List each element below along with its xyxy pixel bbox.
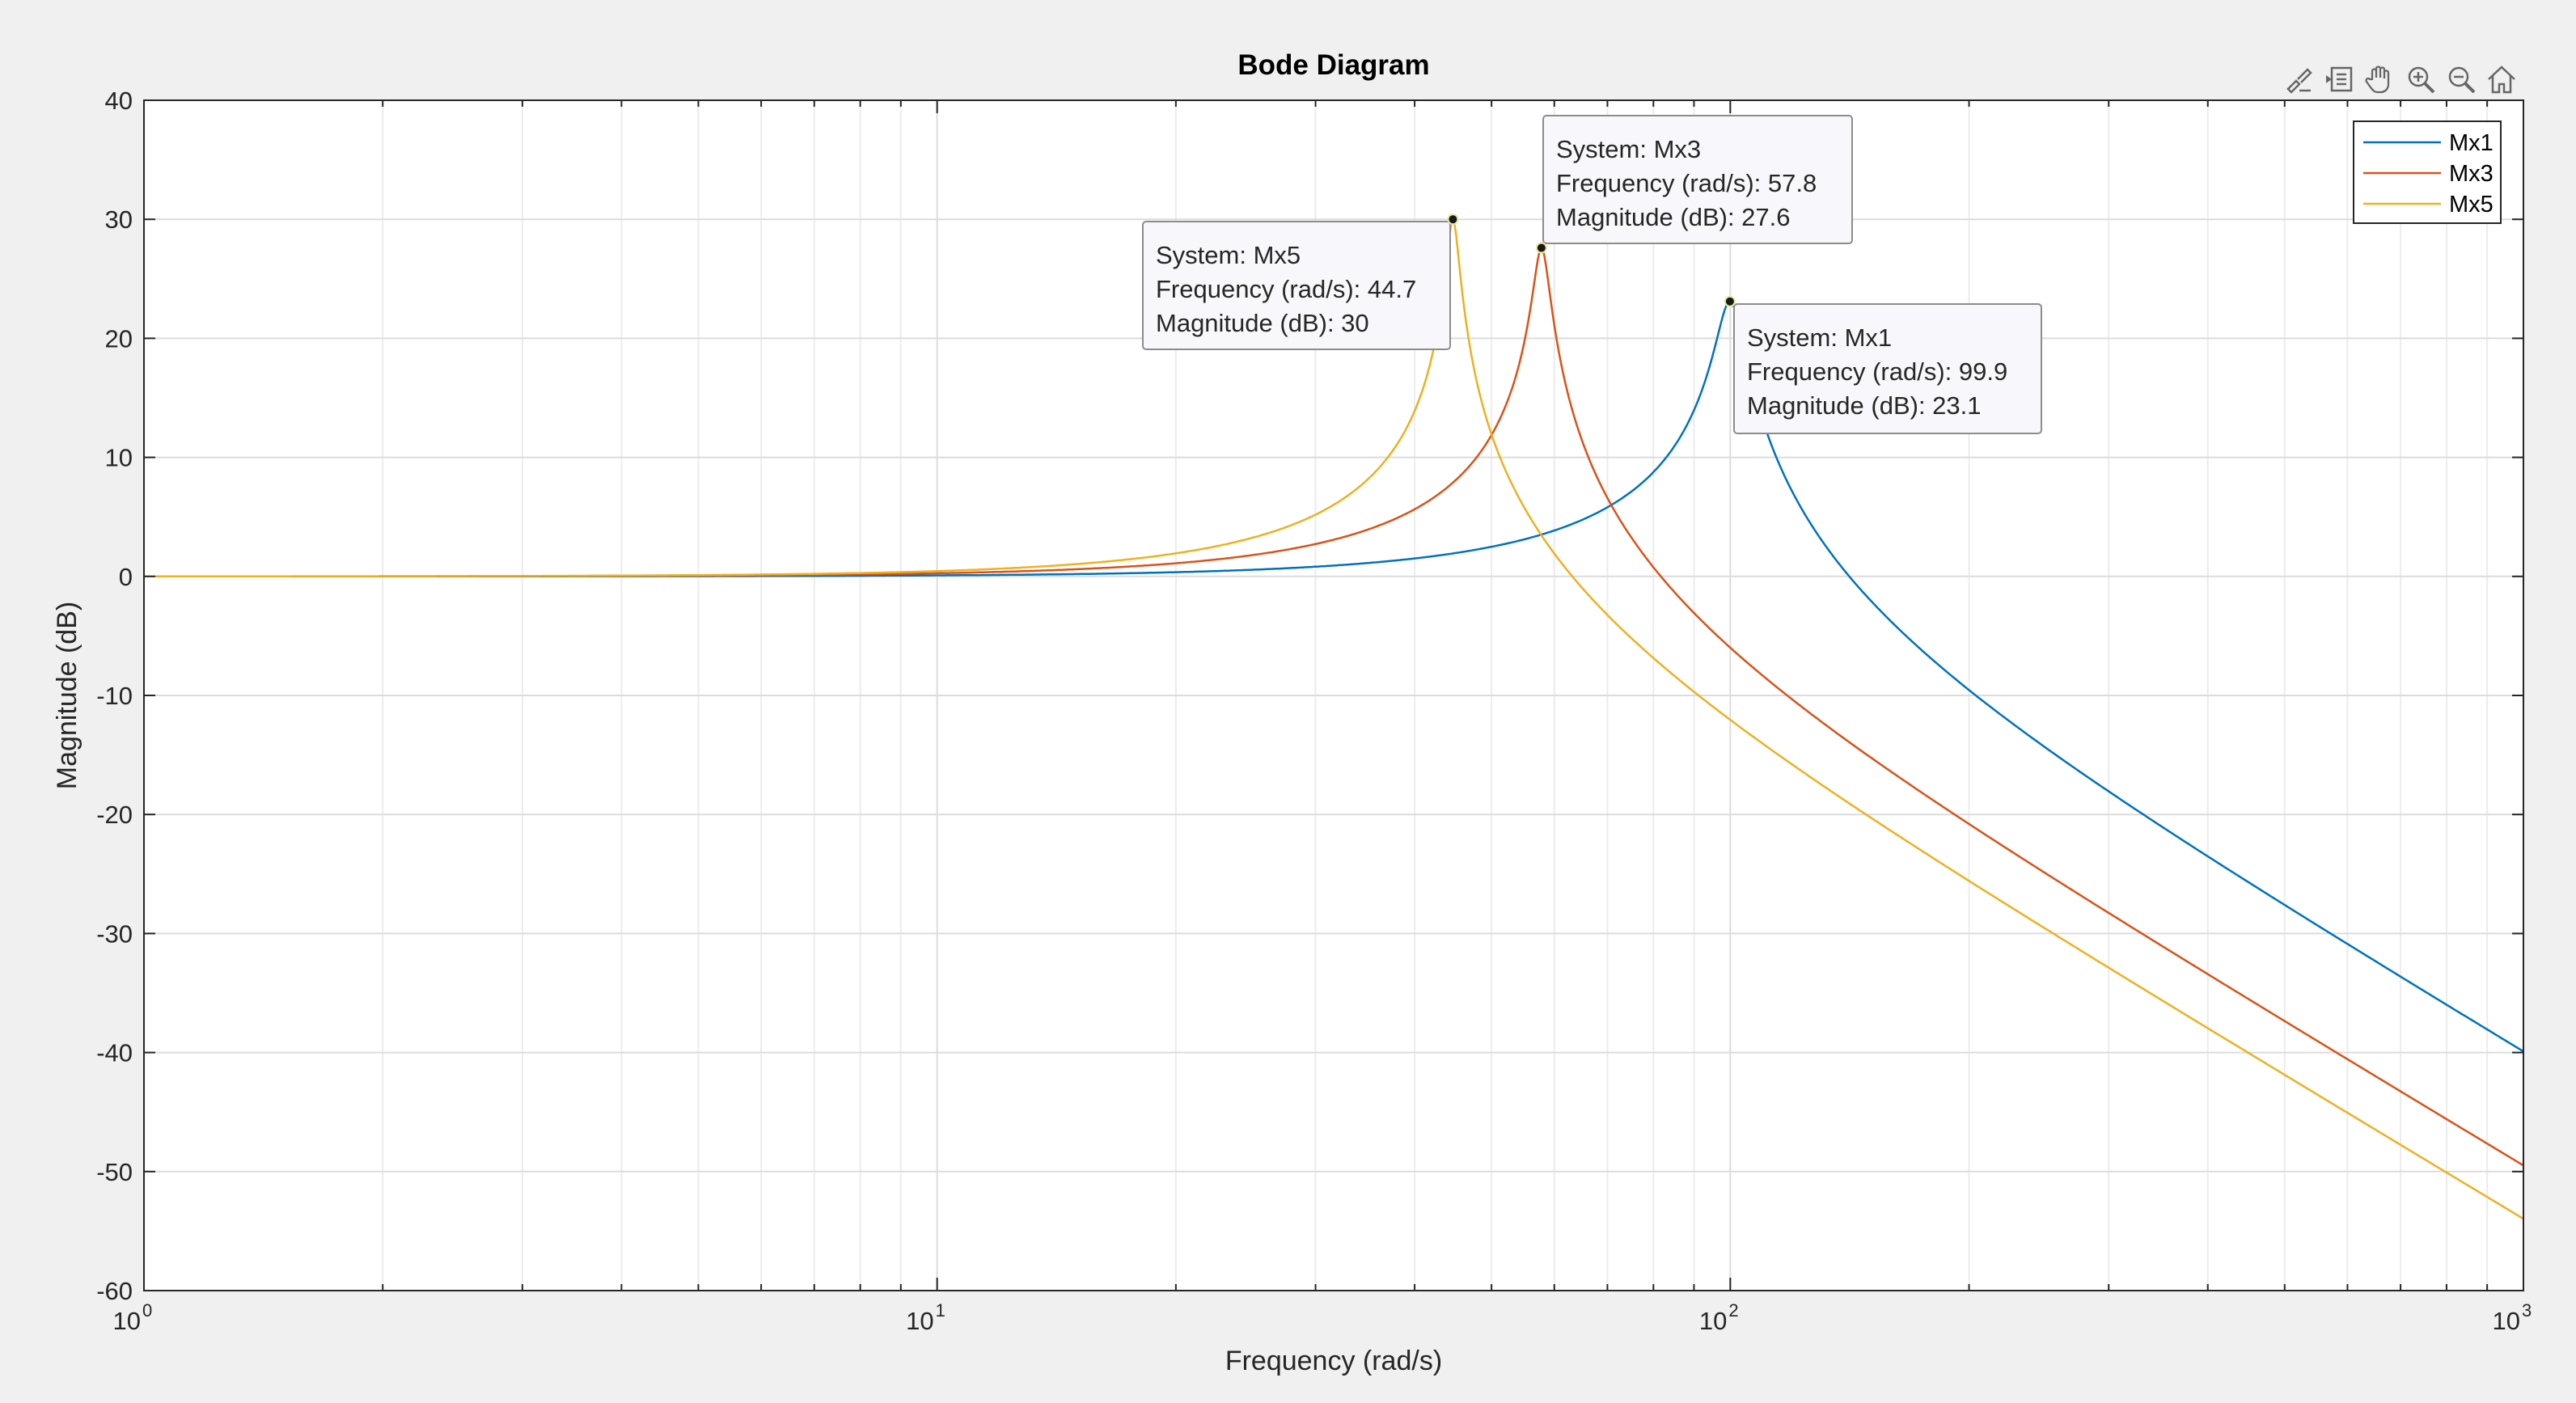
datatip-system: System: Mx3	[1556, 135, 1701, 163]
y-tick-label: -20	[96, 801, 133, 829]
datatip-frequency: Frequency (rad/s): 57.8	[1556, 169, 1817, 197]
pan-hand-icon[interactable]	[2362, 61, 2399, 98]
chart-title: Bode Diagram	[1237, 49, 1429, 81]
legend-item-mx5[interactable]: Mx5	[2363, 192, 2494, 218]
legend-label: Mx5	[2449, 192, 2494, 218]
datatip-frequency: Frequency (rad/s): 99.9	[1747, 357, 2007, 386]
datatip-box	[1542, 115, 1853, 244]
data-tips-icon[interactable]	[2321, 61, 2358, 98]
datatip-magnitude: Magnitude (dB): 23.1	[1747, 391, 1982, 420]
datatip-mx3[interactable]: System: Mx3 Frequency (rad/s): 57.8 Magnit…	[1535, 115, 1853, 254]
x-tick-exponent: 0	[142, 1300, 152, 1321]
zoom-out-icon[interactable]	[2443, 61, 2480, 98]
datatip-mx1[interactable]: System: Mx1 Frequency (rad/s): 99.9 Magnit…	[1724, 295, 2042, 434]
y-tick-label: 40	[105, 87, 133, 115]
y-tick-label: 10	[105, 444, 133, 472]
legend-item-mx3[interactable]: Mx3	[2363, 161, 2494, 187]
y-tick-label: -40	[96, 1039, 133, 1067]
series-group	[144, 216, 2523, 1220]
y-tick-label: -50	[96, 1158, 133, 1186]
y-tick-label: 0	[119, 563, 133, 591]
datatip-marker[interactable]	[1447, 213, 1459, 226]
x-tick-base: 10	[113, 1307, 141, 1335]
x-tick-label: 10 3	[2493, 1300, 2532, 1335]
x-tick-base: 10	[1699, 1307, 1727, 1335]
y-axis-label: Magnitude (dB)	[52, 602, 82, 789]
datatip-magnitude: Magnitude (dB): 30	[1156, 309, 1369, 337]
datatip-box	[1733, 303, 2042, 434]
series-line-mx5[interactable]	[144, 216, 2523, 1220]
x-tick-exponent: 3	[2522, 1300, 2532, 1321]
legend-label: Mx3	[2449, 161, 2494, 187]
datatip-system: System: Mx5	[1156, 241, 1301, 269]
datatip-mx5[interactable]: System: Mx5 Frequency (rad/s): 44.7 Magnit…	[1142, 213, 1459, 350]
y-tick-label: 30	[105, 205, 133, 234]
x-tick-label: 10 0	[113, 1300, 153, 1335]
x-tick-exponent: 2	[1728, 1300, 1738, 1321]
x-tick-label: 10 2	[1699, 1300, 1739, 1335]
datatip-box	[1142, 221, 1451, 350]
datatip-frequency: Frequency (rad/s): 44.7	[1156, 275, 1416, 303]
y-tick-label: -30	[96, 919, 133, 948]
axes-toolbar	[2281, 58, 2520, 100]
x-tick-base: 10	[906, 1307, 933, 1335]
home-icon[interactable]	[2483, 61, 2520, 98]
x-tick-label: 10 1	[906, 1300, 945, 1335]
datatip-system: System: Mx1	[1747, 323, 1892, 352]
y-tick-label: 20	[105, 324, 133, 353]
y-tick-label: -60	[96, 1277, 133, 1305]
x-tick-base: 10	[2493, 1307, 2520, 1335]
legend-item-mx1[interactable]: Mx1	[2363, 130, 2494, 156]
brush-icon[interactable]	[2281, 61, 2318, 98]
datatip-marker[interactable]	[1724, 295, 1736, 307]
legend[interactable]: Mx1 Mx3 Mx5	[2353, 120, 2502, 224]
datatip-magnitude: Magnitude (dB): 27.6	[1556, 203, 1791, 231]
x-axis-label: Frequency (rad/s)	[1225, 1346, 1442, 1376]
x-tick-exponent: 1	[936, 1300, 945, 1321]
y-tick-label: -10	[96, 682, 133, 710]
zoom-in-icon[interactable]	[2402, 61, 2439, 98]
datatip-marker[interactable]	[1535, 242, 1547, 254]
legend-label: Mx1	[2449, 130, 2494, 156]
